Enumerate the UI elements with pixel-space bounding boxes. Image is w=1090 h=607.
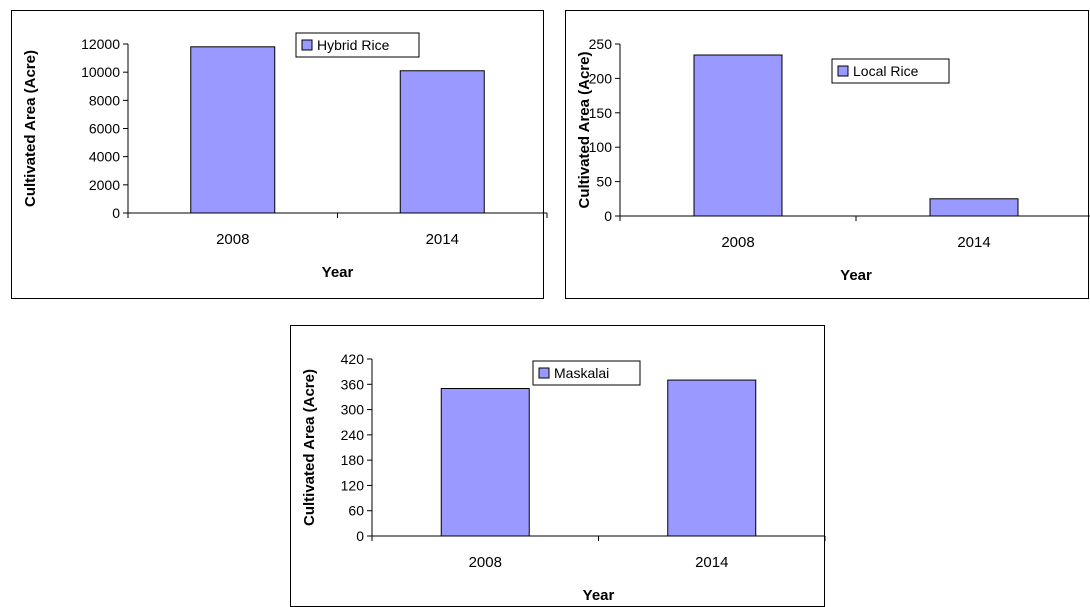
y-tick-label: 100 — [589, 139, 613, 155]
y-tick-label: 0 — [604, 208, 612, 224]
y-tick-label: 2000 — [89, 177, 120, 193]
legend-swatch — [538, 367, 550, 379]
chart-panel-hybrid-rice: 0 2000 4000 6000 8000 10000 12000 2008 2014 Year C… — [11, 10, 548, 299]
y-tick-label: 0 — [356, 528, 364, 544]
legend-label: Maskalai — [554, 365, 609, 381]
y-tick-label: 240 — [341, 427, 365, 443]
y-tick-label: 60 — [348, 503, 364, 519]
x-axis-title: Year — [322, 264, 354, 281]
bar-2008 — [440, 388, 530, 537]
x-tick-label: 2014 — [957, 234, 990, 251]
x-tick-label: 2014 — [426, 231, 459, 248]
x-axis-title: Year — [583, 587, 615, 604]
bar-chart-maskalai: 0 60 120 180 240 300 360 420 2008 2014 Year Cultiva… — [301, 351, 826, 604]
y-tick-label: 4000 — [89, 149, 120, 165]
legend-box — [295, 32, 420, 58]
bar-chart-hybrid-rice: 0 2000 4000 6000 8000 10000 12000 2008 2014 Year C… — [22, 32, 548, 281]
bar-2014 — [399, 70, 485, 214]
x-tick-label: 2014 — [695, 554, 728, 571]
y-axis-title: Cultivated Area (Acre) — [301, 369, 318, 526]
y-tick-label: 180 — [341, 452, 365, 468]
y-tick-label: 0 — [112, 205, 120, 221]
y-tick-label: 200 — [589, 70, 613, 86]
bar-2008 — [693, 54, 783, 217]
x-tick-label: 2008 — [721, 234, 754, 251]
y-axis-title: Cultivated Area (Acre) — [22, 50, 39, 207]
y-tick-label: 250 — [589, 36, 613, 52]
x-axis-title: Year — [840, 267, 872, 284]
y-tick-label: 50 — [596, 174, 612, 190]
legend-box — [831, 58, 950, 84]
x-tick-label: 2008 — [469, 554, 502, 571]
y-axis-title: Cultivated Area (Acre) — [576, 52, 593, 209]
chart-panel-local-rice: 0 50 100 150 200 250 2008 2014 Year Cultivated Ar… — [565, 10, 1090, 299]
bar-2014 — [667, 379, 757, 537]
legend-label: Local Rice — [853, 63, 919, 79]
bar-2008 — [190, 46, 276, 214]
bar-2014 — [929, 198, 1019, 217]
y-tick-label: 6000 — [89, 121, 120, 137]
y-tick-label: 420 — [341, 351, 365, 367]
legend-swatch — [301, 39, 313, 51]
y-tick-label: 8000 — [89, 92, 120, 108]
legend-label: Hybrid Rice — [317, 37, 390, 53]
x-tick-label: 2008 — [216, 231, 249, 248]
y-tick-label: 300 — [341, 402, 365, 418]
y-tick-label: 120 — [341, 477, 365, 493]
bar-chart-local-rice: 0 50 100 150 200 250 2008 2014 Year Cultivated Ar… — [576, 36, 1090, 284]
y-tick-label: 150 — [589, 105, 613, 121]
y-tick-label: 10000 — [81, 64, 120, 80]
legend-swatch — [837, 65, 849, 77]
y-tick-label: 360 — [341, 376, 365, 392]
legend-box — [532, 360, 641, 386]
y-tick-label: 12000 — [81, 36, 120, 52]
chart-panel-maskalai: 0 60 120 180 240 300 360 420 2008 2014 Year Cultiva… — [290, 325, 826, 607]
